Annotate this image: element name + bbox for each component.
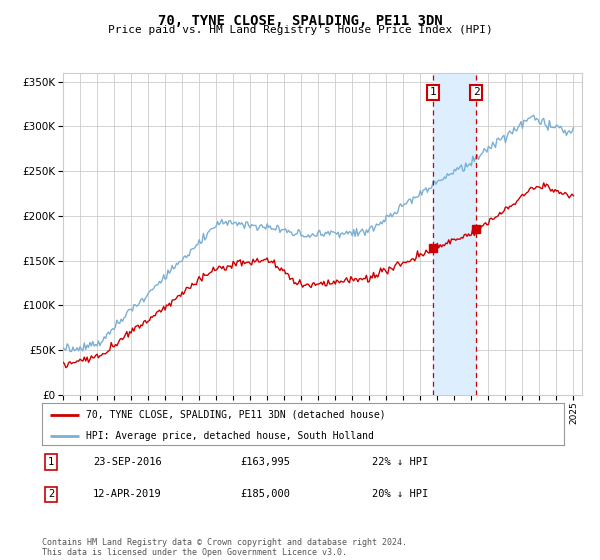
Text: 12-APR-2019: 12-APR-2019 [93,489,162,500]
Text: £185,000: £185,000 [240,489,290,500]
Text: 1: 1 [48,457,54,467]
Text: 70, TYNE CLOSE, SPALDING, PE11 3DN (detached house): 70, TYNE CLOSE, SPALDING, PE11 3DN (deta… [86,410,386,420]
Text: 1: 1 [430,87,436,97]
Text: £163,995: £163,995 [240,457,290,467]
Bar [433,73,476,395]
Text: 23-SEP-2016: 23-SEP-2016 [93,457,162,467]
Text: 2: 2 [48,489,54,500]
Text: Price paid vs. HM Land Registry's House Price Index (HPI): Price paid vs. HM Land Registry's House … [107,25,493,35]
Text: HPI: Average price, detached house, South Holland: HPI: Average price, detached house, Sout… [86,431,374,441]
Text: 70, TYNE CLOSE, SPALDING, PE11 3DN: 70, TYNE CLOSE, SPALDING, PE11 3DN [158,14,442,28]
Text: 20% ↓ HPI: 20% ↓ HPI [372,489,428,500]
Text: 22% ↓ HPI: 22% ↓ HPI [372,457,428,467]
Text: Contains HM Land Registry data © Crown copyright and database right 2024.
This d: Contains HM Land Registry data © Crown c… [42,538,407,557]
Text: 2: 2 [473,87,479,97]
